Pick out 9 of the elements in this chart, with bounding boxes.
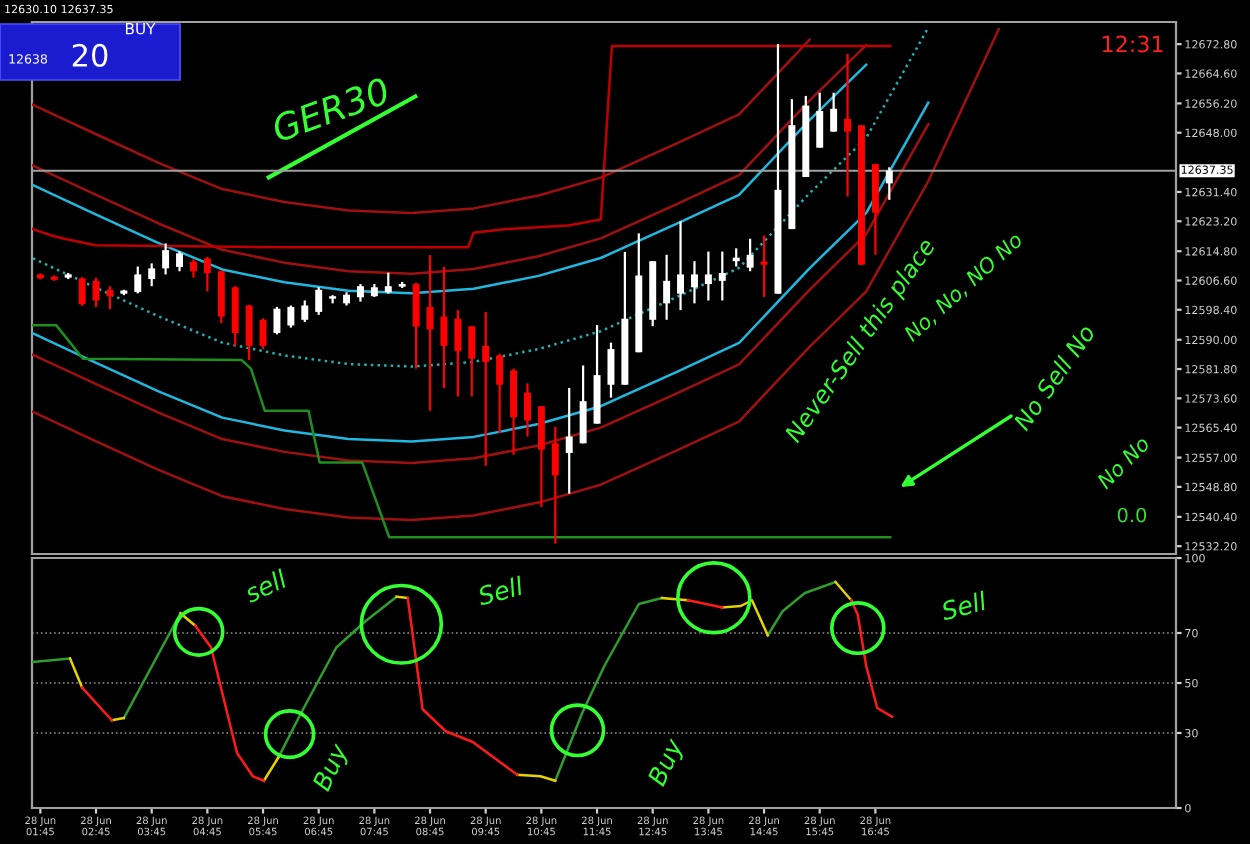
annotation: Sell bbox=[476, 575, 525, 606]
annotation: 0.0 bbox=[1117, 507, 1147, 523]
annotation: 12:31 bbox=[1102, 35, 1163, 53]
annotation: Buy bbox=[646, 736, 689, 790]
annotation: sell bbox=[242, 568, 289, 604]
annotation: No No bbox=[1095, 435, 1151, 490]
annotation: Buy bbox=[311, 741, 353, 795]
annotation: 20 bbox=[72, 43, 108, 67]
annotation: Sell bbox=[939, 590, 988, 621]
